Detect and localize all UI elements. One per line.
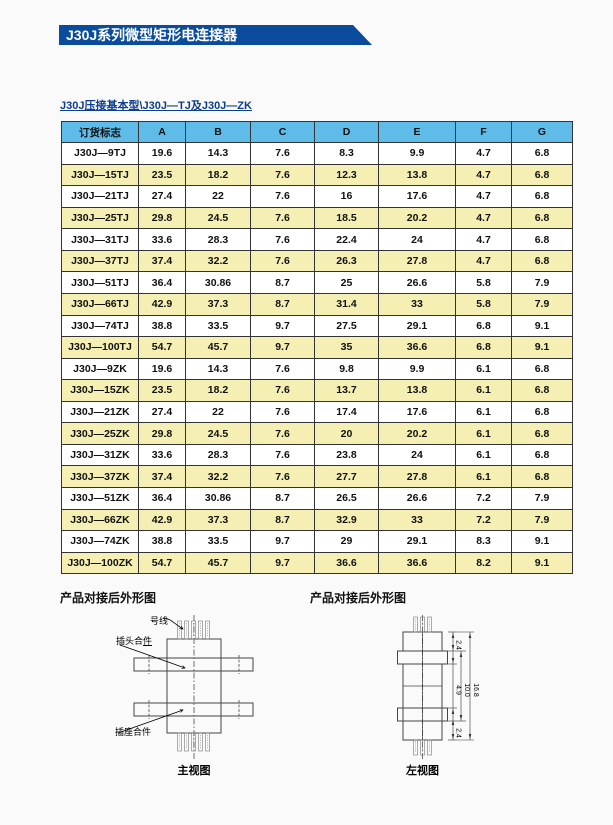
svg-text:2.4: 2.4: [455, 640, 462, 650]
svg-text:4.9: 4.9: [455, 685, 462, 695]
svg-text:2.4: 2.4: [455, 728, 462, 738]
svg-text:10.0: 10.0: [463, 683, 470, 697]
svg-text:16.8: 16.8: [472, 683, 479, 697]
